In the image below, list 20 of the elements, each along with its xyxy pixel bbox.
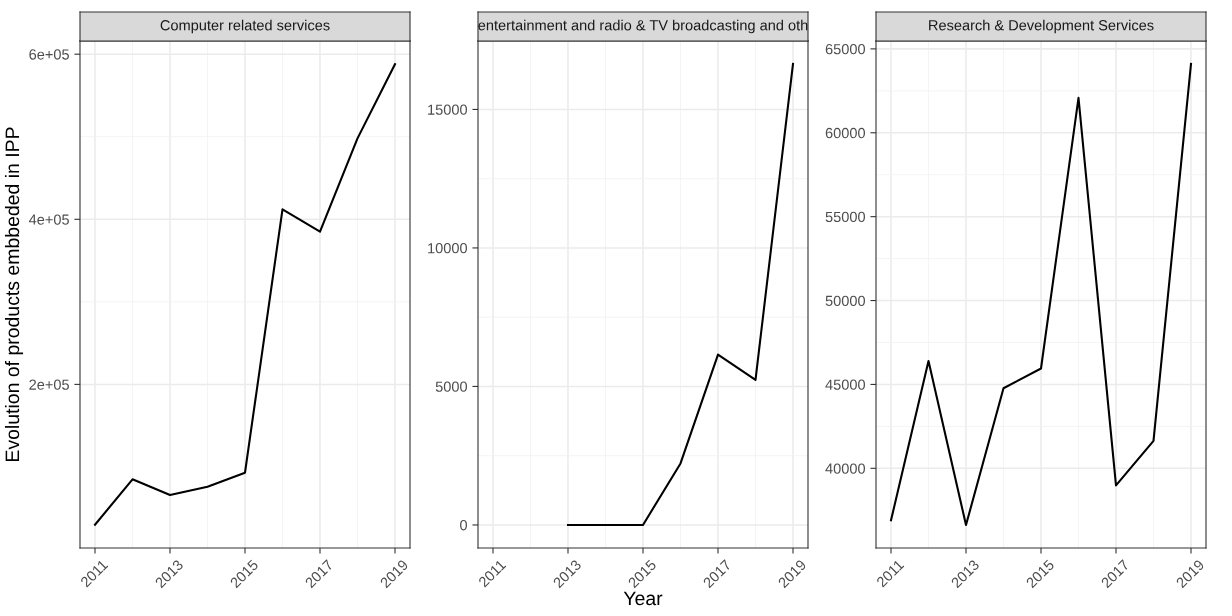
y-tick-label: 55000	[825, 211, 866, 223]
line-series	[889, 62, 1193, 527]
x-axis-title: Year	[623, 591, 663, 606]
y-tick-label: 50000	[825, 295, 866, 306]
chart-title: Research & Development Services	[929, 19, 1154, 34]
chart-title: Computer related services	[160, 19, 330, 34]
y-tick-label: 45000	[825, 379, 866, 390]
y-tick-label: 4e+05	[28, 214, 69, 225]
y-tick-label: 0	[460, 520, 468, 531]
y-tick-label: 15000	[428, 104, 468, 115]
y-tick-label: 65000	[825, 43, 866, 55]
y-tick-label: 60000	[825, 127, 866, 139]
line-series	[93, 63, 397, 526]
y-axis-title: Evolution of products embbeded in IPP	[4, 127, 24, 461]
y-tick-label: 5000	[435, 381, 468, 392]
y-tick-label: 10000	[428, 243, 468, 254]
y-tick-label: 6e+05	[29, 49, 69, 60]
line-series	[566, 62, 795, 526]
y-tick-label: 2e+05	[29, 379, 69, 390]
y-tick-label: 40000	[825, 463, 866, 474]
